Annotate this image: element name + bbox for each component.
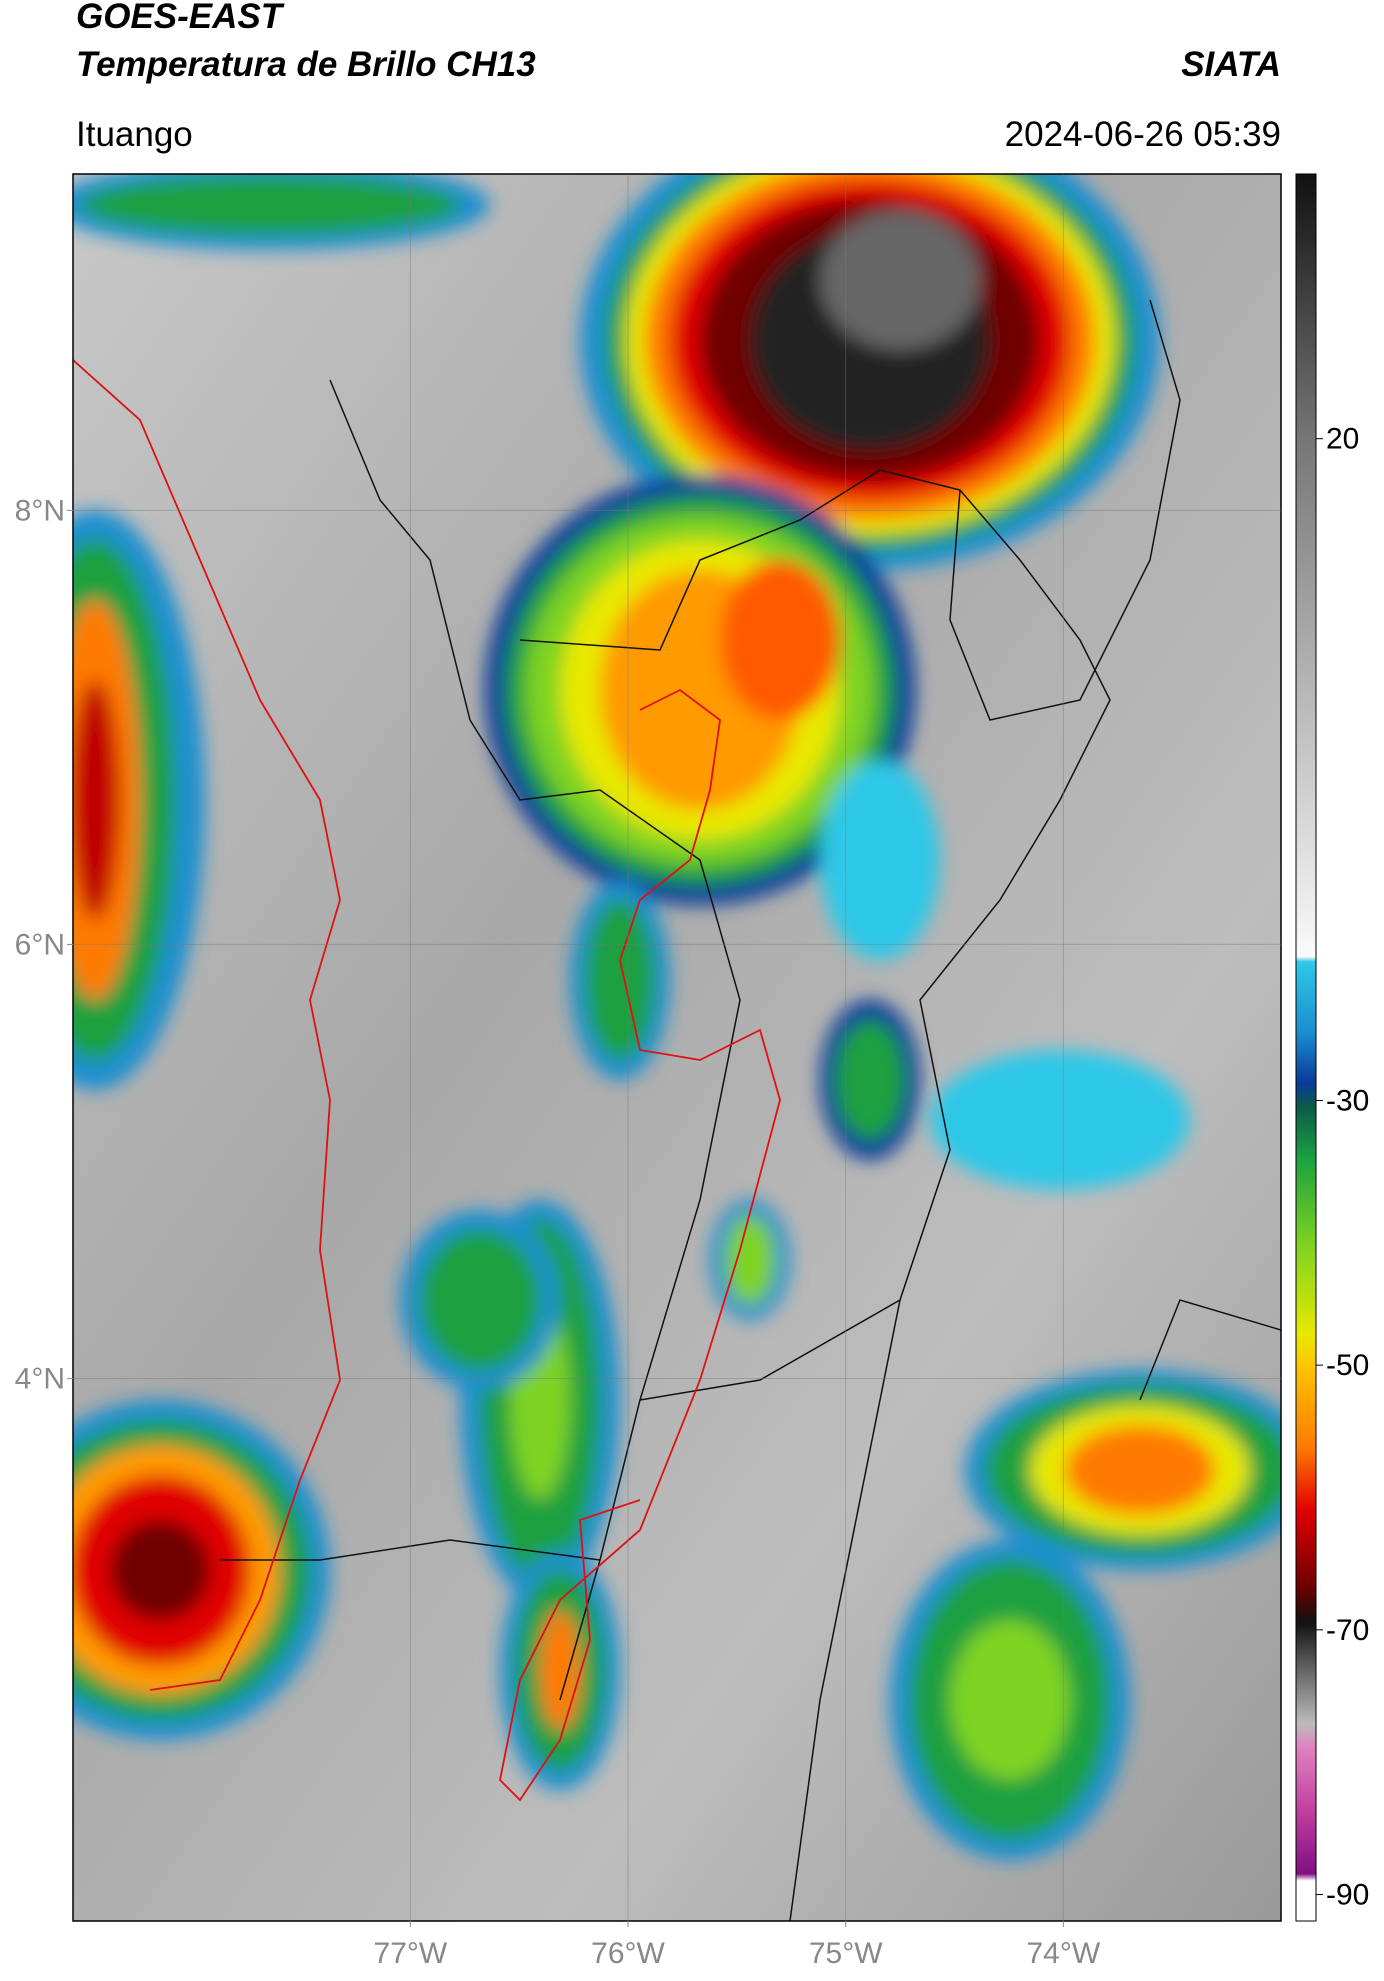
- cloud: [950, 1620, 1070, 1780]
- basin: [73, 359, 781, 1802]
- source: SIATA: [1181, 45, 1281, 84]
- colorbar-tick-label: -30: [1326, 1084, 1369, 1117]
- x-tick-label: 76°W: [591, 1937, 665, 1970]
- map-frame: [72, 173, 1282, 1922]
- subtitle: Temperatura de Brillo CH13: [76, 45, 536, 84]
- cloud: [80, 175, 460, 235]
- y-tick-label: 8°N: [15, 494, 65, 527]
- clouds: [73, 174, 1281, 1860]
- borders: [220, 299, 1281, 1921]
- colorbar-tick-label: -70: [1326, 1614, 1369, 1647]
- colorbar-tick-label: 20: [1326, 423, 1359, 456]
- cloud: [820, 210, 980, 350]
- x-tick-label: 74°W: [1026, 1937, 1100, 1970]
- y-tick-label: 6°N: [15, 928, 65, 961]
- cloud: [930, 1050, 1190, 1190]
- cloud: [835, 1020, 905, 1140]
- colorbar-tick-label: -90: [1326, 1879, 1369, 1912]
- colorbar-tick-label: -50: [1326, 1349, 1369, 1382]
- cloud: [110, 1520, 210, 1620]
- cloud: [585, 900, 655, 1060]
- cloud: [820, 760, 940, 960]
- x-tick-label: 75°W: [809, 1937, 883, 1970]
- location: Ituango: [76, 115, 193, 154]
- cloud: [720, 560, 840, 720]
- y-tick-label: 4°N: [15, 1362, 65, 1395]
- cloud: [73, 680, 120, 920]
- cloud: [540, 1610, 580, 1730]
- datetime: 2024-06-26 05:39: [1005, 115, 1281, 154]
- cloud: [420, 1230, 540, 1370]
- title: GOES-EAST: [76, 0, 285, 36]
- cloud: [1065, 1425, 1215, 1515]
- cloud: [725, 1215, 775, 1305]
- map-image: [73, 174, 1281, 1921]
- x-tick-label: 77°W: [374, 1937, 448, 1970]
- colorbar: [1295, 173, 1317, 1922]
